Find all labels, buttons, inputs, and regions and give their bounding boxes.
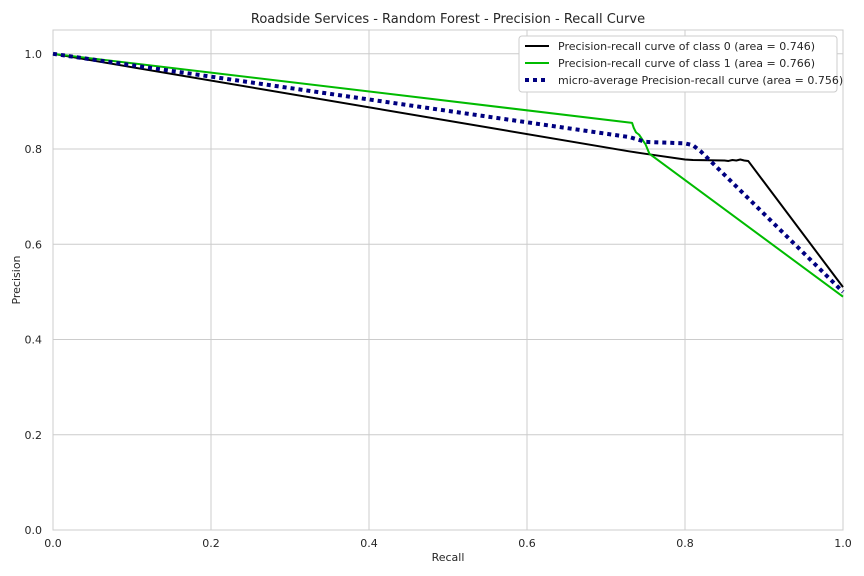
x-tick-label-2: 0.4 bbox=[360, 537, 378, 550]
series-lines bbox=[52, 51, 845, 298]
legend: Precision-recall curve of class 0 (area … bbox=[518, 35, 843, 93]
series-line-micro-average bbox=[52, 51, 845, 294]
x-tick-label-0: 0.0 bbox=[44, 537, 62, 550]
y-tick-label-2: 0.4 bbox=[25, 334, 43, 347]
y-tick-label-4: 0.8 bbox=[25, 143, 43, 156]
grid-lines bbox=[52, 30, 844, 531]
legend-label-class-1: Precision-recall curve of class 1 (area … bbox=[558, 57, 815, 70]
plot-area bbox=[52, 29, 844, 531]
y-tick-label-0: 0.0 bbox=[25, 524, 43, 537]
x-axis-label: Recall bbox=[432, 551, 465, 564]
legend-box bbox=[518, 35, 838, 93]
chart-title: Roadside Services - Random Forest - Prec… bbox=[251, 12, 645, 27]
series-line-class-1 bbox=[52, 52, 844, 298]
legend-label-micro-average: micro-average Precision-recall curve (ar… bbox=[558, 74, 843, 87]
y-axis-label: Precision bbox=[10, 255, 23, 304]
tick-labels: 0.0 0.2 0.4 0.6 0.8 1.0 0.0 0.2 0.4 0.6 0.8 1.0 bbox=[25, 48, 852, 550]
y-tick-label-3: 0.6 bbox=[25, 238, 43, 251]
x-tick-label-4: 0.8 bbox=[676, 537, 694, 550]
x-tick-label-1: 0.2 bbox=[202, 537, 220, 550]
x-tick-label-5: 1.0 bbox=[834, 537, 852, 550]
x-tick-label-3: 0.6 bbox=[518, 537, 536, 550]
legend-label-class-0: Precision-recall curve of class 0 (area … bbox=[558, 40, 815, 53]
y-tick-label-1: 0.2 bbox=[25, 429, 43, 442]
y-tick-label-5: 1.0 bbox=[25, 48, 43, 61]
series-line-class-0 bbox=[52, 52, 844, 288]
